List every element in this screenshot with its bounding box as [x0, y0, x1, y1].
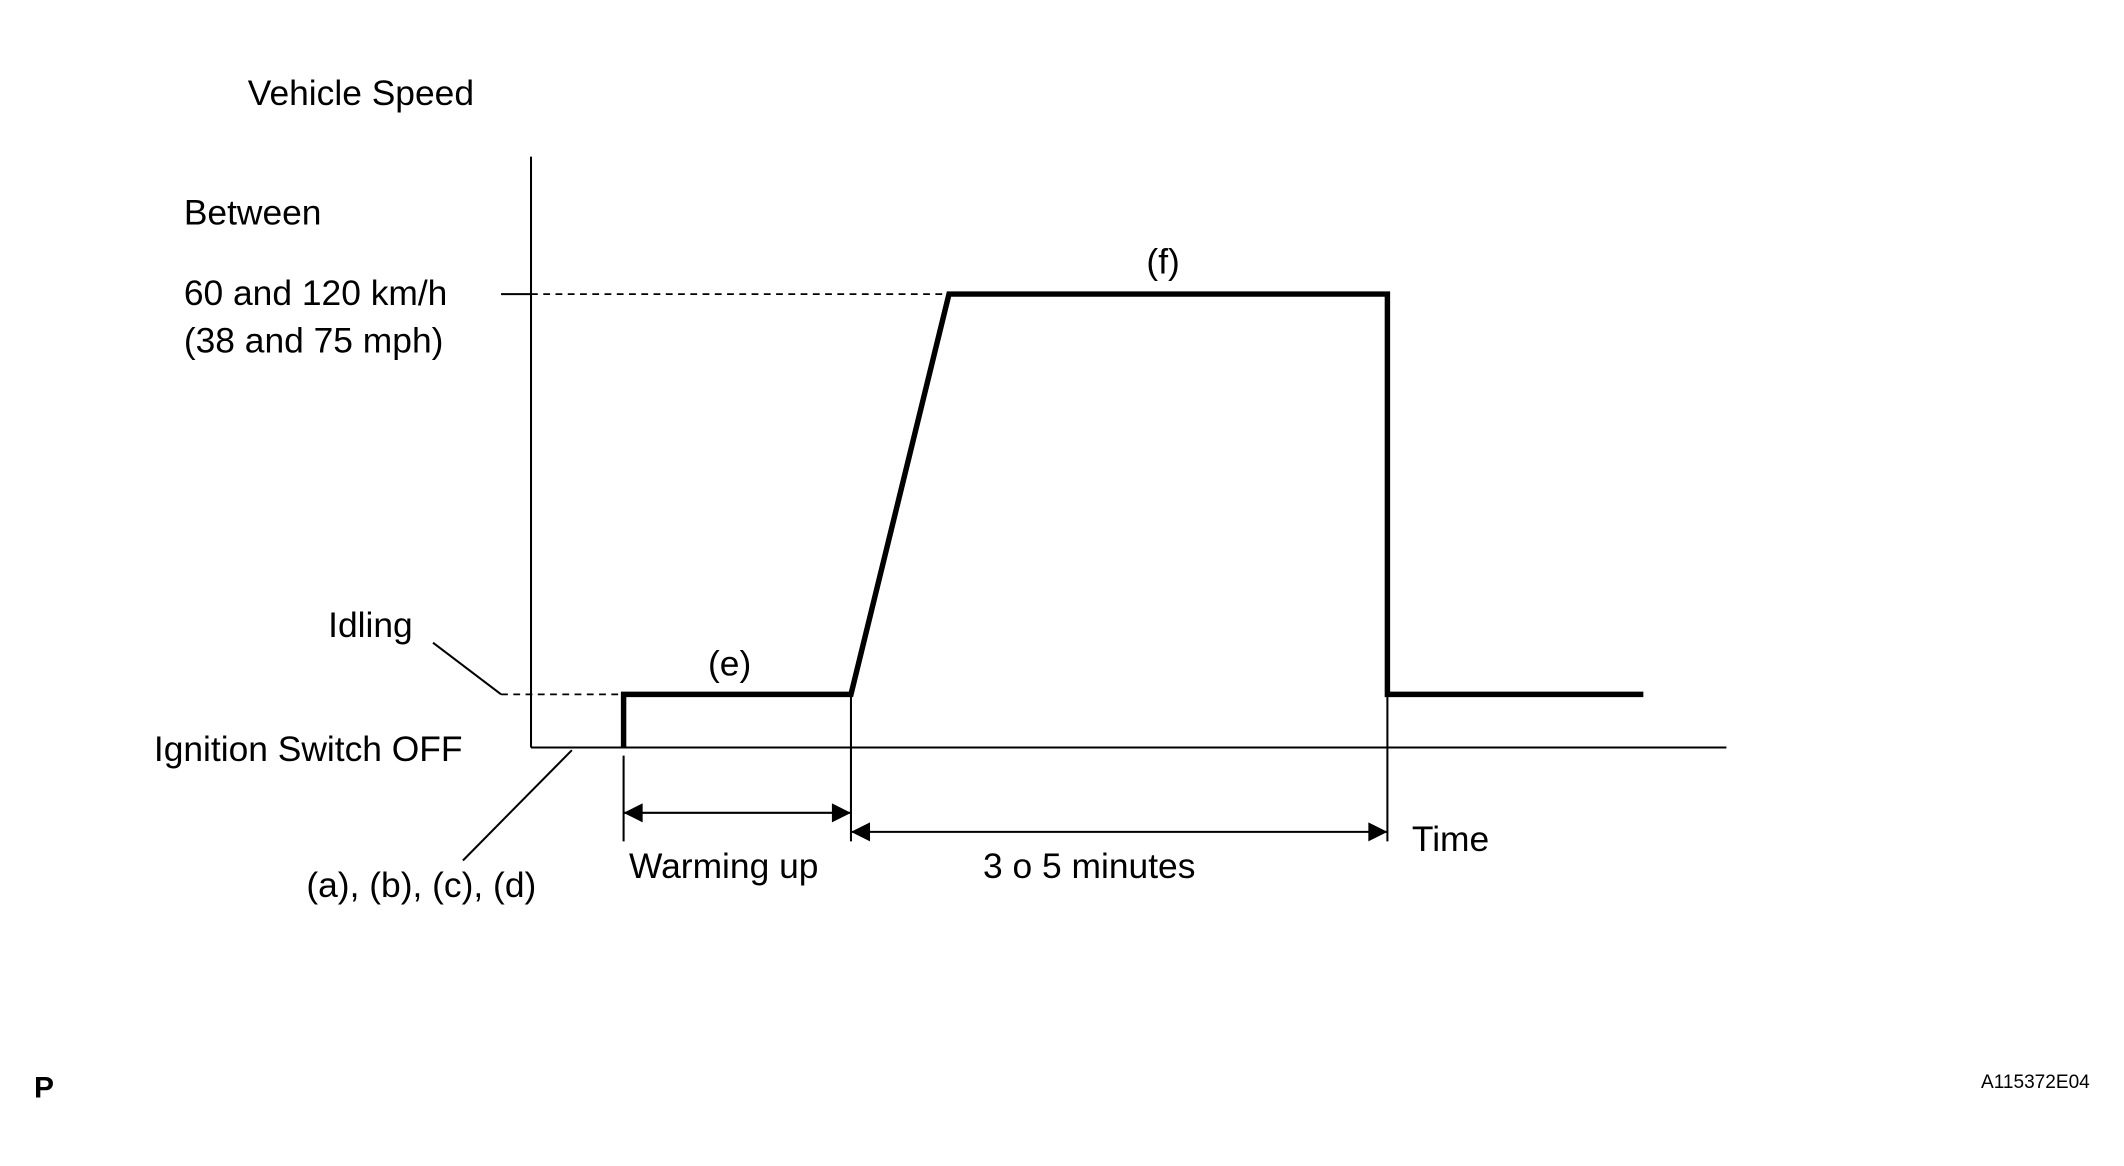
axis-label: Vehicle Speed [248, 74, 474, 113]
speed-label: (38 and 75 mph) [184, 322, 444, 361]
step-label: (f) [1146, 243, 1179, 282]
speed-label: Ignition Switch OFF [154, 730, 463, 769]
duration-label: 3 o 5 minutes [983, 847, 1195, 886]
speed-profile [620, 291, 1644, 748]
footer-mark: P [34, 1071, 54, 1104]
axis-label: Time [1412, 820, 1489, 859]
leader [432, 641, 502, 696]
duration-label: Warming up [629, 847, 818, 886]
figure-code: A115372E04 [1981, 1072, 2090, 1093]
step-label: (e) [708, 644, 751, 683]
leader [462, 749, 573, 862]
speed-label: Between [184, 194, 322, 233]
speed-label: 60 and 120 km/h [184, 274, 448, 313]
speed-label: Idling [328, 606, 413, 645]
step-label: (a), (b), (c), (d) [306, 866, 536, 905]
